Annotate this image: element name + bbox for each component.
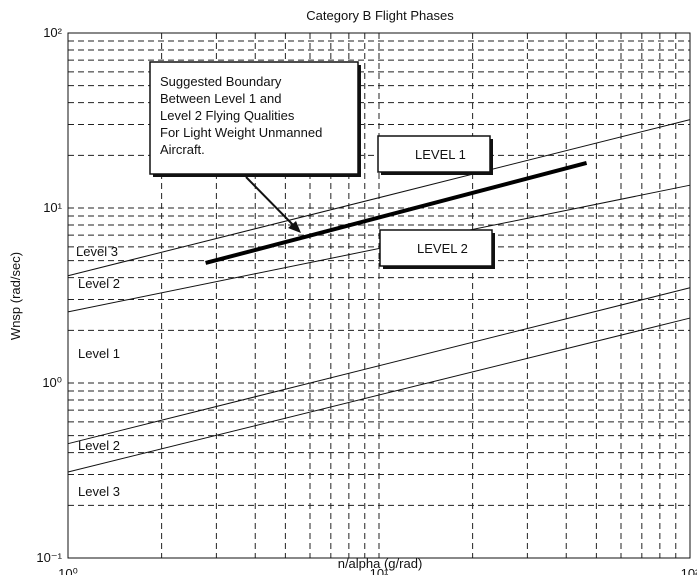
annotation-text: For Light Weight Unmanned	[160, 125, 322, 140]
y-tick-label: 10⁻¹	[36, 550, 62, 565]
plot-frame	[67, 32, 691, 559]
annotation-text: LEVEL 1	[415, 147, 466, 162]
region-label: Level 2	[78, 438, 120, 453]
annotation-text: Level 2 Flying Qualities	[160, 108, 295, 123]
boundary-line	[67, 119, 691, 277]
arrow-head	[288, 221, 301, 233]
region-label: Level 3	[78, 484, 120, 499]
annotation-text: Aircraft.	[160, 142, 205, 157]
y-tick-label: 10²	[43, 25, 62, 40]
annotation-arrow	[245, 176, 299, 231]
y-axis-label: Wnsp (rad/sec)	[8, 252, 23, 340]
annotation-box	[379, 229, 493, 267]
annotation-box	[149, 61, 359, 175]
region-label: Level 1	[78, 346, 120, 361]
chart-title: Category B Flight Phases	[306, 8, 454, 23]
x-tick-label: 10⁰	[58, 566, 78, 575]
x-axis-label: n/alpha (g/rad)	[338, 556, 423, 571]
annotation-text: Between Level 1 and	[160, 91, 281, 106]
boundary-line	[67, 317, 691, 473]
boundary-line	[67, 287, 691, 445]
annotation-box	[377, 135, 491, 173]
region-label: Level 2	[78, 276, 120, 291]
boundary-line	[67, 184, 691, 313]
x-tick-label: 10¹	[370, 566, 389, 575]
y-tick-label: 10¹	[43, 200, 62, 215]
annotation-text: Suggested Boundary	[160, 74, 282, 89]
boundary-line	[205, 160, 588, 265]
x-tick-label: 10²	[681, 566, 697, 575]
y-tick-label: 10⁰	[42, 375, 62, 390]
annotation-text: LEVEL 2	[417, 241, 468, 256]
region-label: Level 3	[76, 244, 118, 259]
